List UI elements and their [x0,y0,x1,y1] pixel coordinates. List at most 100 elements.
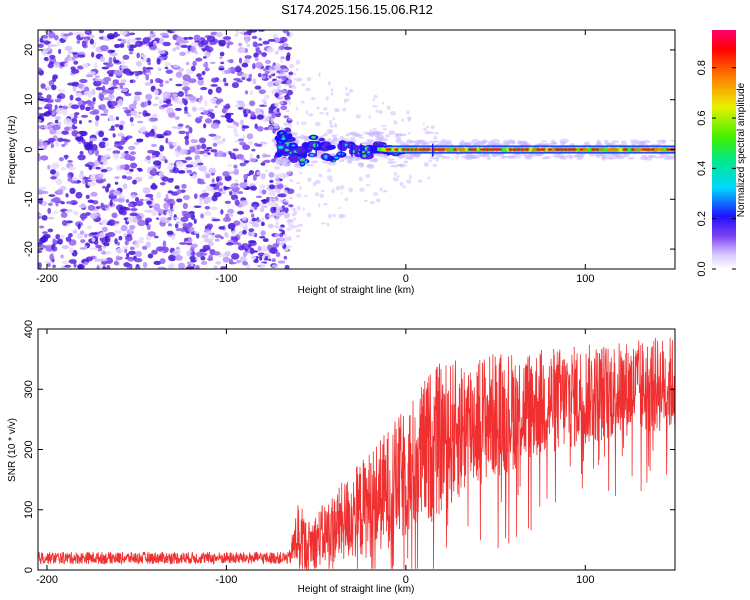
noise-speckle [201,234,209,239]
faint-speckle [375,109,379,113]
noise-speckle [175,150,181,158]
noise-speckle [144,112,151,117]
carrier-halo [666,154,671,159]
noise-speckle [214,234,222,239]
noise-speckle [169,203,174,210]
carrier-halo [556,154,566,159]
carrier-blob [327,155,335,162]
noise-speckle [47,63,54,69]
noise-speckle [88,137,98,142]
noise-speckle [193,34,201,42]
faint-speckle [274,224,279,229]
noise-speckle [184,88,188,95]
noise-speckle [69,94,74,101]
noise-speckle [137,120,144,124]
noise-speckle [108,73,114,77]
noise-speckle [98,232,105,239]
carrier-halo [399,163,405,168]
faint-speckle [432,163,438,167]
noise-speckle [157,266,166,269]
faint-speckle [306,212,312,218]
faint-speckle [365,184,371,187]
faint-speckle [427,176,431,180]
noise-speckle [159,32,169,37]
noise-speckle [168,254,177,262]
noise-speckle [190,65,196,72]
noise-speckle [174,216,180,220]
noise-speckle [52,238,57,244]
noise-speckle [115,247,124,254]
noise-speckle [248,73,253,79]
noise-speckle [102,137,109,142]
noise-speckle [55,130,62,135]
noise-speckle [41,214,48,221]
carrier-halo [387,158,395,161]
noise-speckle [268,196,276,200]
noise-speckle [253,205,257,209]
carrier-halo [428,157,439,160]
carrier-red-core [570,148,578,151]
noise-speckle [112,198,119,202]
carrier-halo [527,153,534,157]
noise-speckle [68,32,74,36]
noise-speckle [188,126,193,134]
noise-speckle [237,42,243,47]
faint-speckle [275,221,279,225]
noise-speckle [116,241,121,246]
noise-speckle [106,250,112,255]
noise-speckle [193,193,198,199]
spectrogram-ytick-label: 0 [23,146,35,152]
noise-speckle [268,110,274,114]
noise-speckle [243,178,248,183]
noise-speckle [285,96,291,101]
noise-speckle [234,104,241,108]
noise-speckle [112,133,116,138]
faint-speckle [295,59,301,65]
noise-speckle [204,149,210,152]
carrier-red-core [559,148,565,151]
faint-speckle [335,108,340,113]
noise-speckle [264,70,270,74]
noise-speckle [84,163,90,167]
noise-speckle [146,200,152,205]
noise-speckle [248,170,255,175]
noise-speckle [133,71,141,74]
noise-speckle [252,41,258,48]
faint-speckle [396,175,401,178]
noise-speckle [205,173,211,179]
noise-speckle [54,34,59,41]
noise-speckle [268,74,272,79]
noise-speckle [175,71,183,78]
noise-speckle [271,258,276,263]
noise-speckle [225,242,234,246]
noise-speckle [97,154,102,162]
spectrogram-xtick-label: 0 [403,273,409,285]
faint-speckle [312,182,316,187]
noise-speckle [189,266,194,269]
noise-speckle [128,168,134,173]
noise-speckle [95,166,101,170]
noise-speckle [268,184,275,190]
noise-speckle [234,199,240,206]
snr-ytick-label: 0 [23,567,35,573]
noise-speckle [63,118,72,125]
faint-speckle [275,202,279,208]
noise-speckle [283,115,290,119]
noise-speckle [215,86,222,94]
noise-speckle [180,40,189,44]
faint-speckle [345,92,350,97]
spectrogram-xtick-label: -100 [215,273,237,285]
noise-speckle [55,178,63,186]
noise-speckle [199,95,203,101]
carrier-red-core [538,148,546,151]
faint-speckle [299,171,302,175]
noise-speckle [195,264,200,269]
noise-speckle [69,199,78,206]
noise-speckle [106,147,112,152]
faint-speckle [291,207,296,212]
noise-speckle [192,60,197,67]
noise-speckle [112,81,118,87]
faint-speckle [296,120,300,126]
noise-speckle [224,231,229,237]
